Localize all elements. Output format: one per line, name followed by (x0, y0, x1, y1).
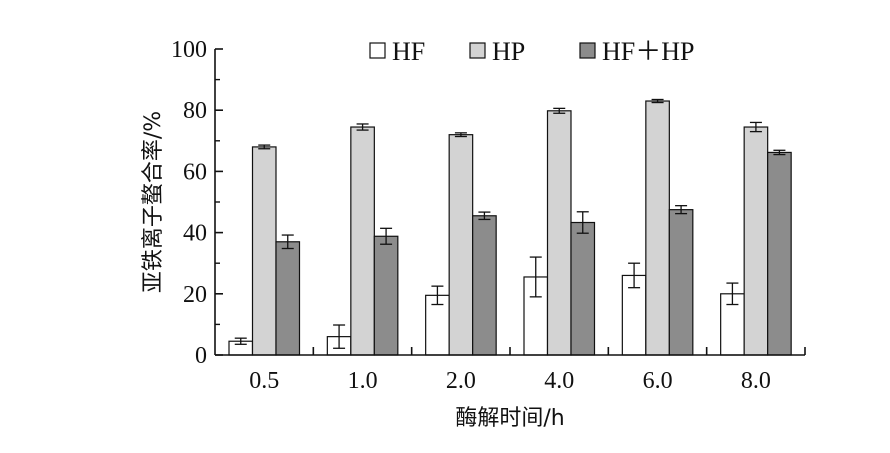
ticks-layer: 0 20 40 60 80 100 0.5 1.0 2.0 4.0 6.0 8.0 (171, 37, 806, 394)
x-tick-label-2.0: 2.0 (446, 368, 476, 394)
legend-swatch-HF＋HP (579, 42, 596, 59)
bar-HF＋HP-1.0 (373, 235, 399, 356)
bar-HP-6.0 (645, 100, 670, 356)
x-tick-label-8.0: 8.0 (741, 368, 771, 394)
y-tick-label-20: 20 (183, 282, 207, 308)
x-tick-label-0.5: 0.5 (249, 368, 279, 394)
x-tick-label-4.0: 4.0 (544, 368, 574, 394)
legend-label-HF: HF (392, 37, 425, 66)
legend-swatch-HP (469, 42, 486, 59)
x-tick-label-1.0: 1.0 (348, 368, 378, 394)
legend-swatch-HF (369, 42, 386, 59)
bar-HF＋HP-8.0 (767, 151, 792, 356)
axes-layer (214, 49, 805, 356)
legend-label-HF＋HP: HF＋HP (602, 37, 694, 66)
legend: HF HP HF＋HP (369, 37, 694, 66)
y-tick-label-40: 40 (183, 221, 207, 247)
y-axis-title: 亚铁离子螯合率/% (141, 111, 166, 293)
bar-HF＋HP-6.0 (668, 209, 694, 356)
y-tick-label-100: 100 (171, 37, 207, 63)
bar-HP-4.0 (546, 110, 572, 356)
bar-HF＋HP-0.5 (275, 241, 301, 356)
y-tick-label-80: 80 (183, 98, 207, 124)
bar-HP-1.0 (350, 126, 375, 356)
bar-HP-8.0 (743, 126, 769, 356)
bar-HP-2.0 (448, 134, 474, 356)
x-axis-title: 酶解时间/h (455, 406, 564, 431)
bar-HF＋HP-2.0 (472, 215, 497, 356)
legend-label-HP: HP (492, 37, 525, 66)
y-tick-label-60: 60 (183, 159, 207, 185)
bar-HF＋HP-4.0 (570, 221, 596, 356)
x-tick-label-6.0: 6.0 (643, 368, 673, 394)
y-tick-label-0: 0 (195, 343, 207, 369)
bars-layer (228, 98, 792, 356)
bar-HP-0.5 (251, 146, 277, 356)
